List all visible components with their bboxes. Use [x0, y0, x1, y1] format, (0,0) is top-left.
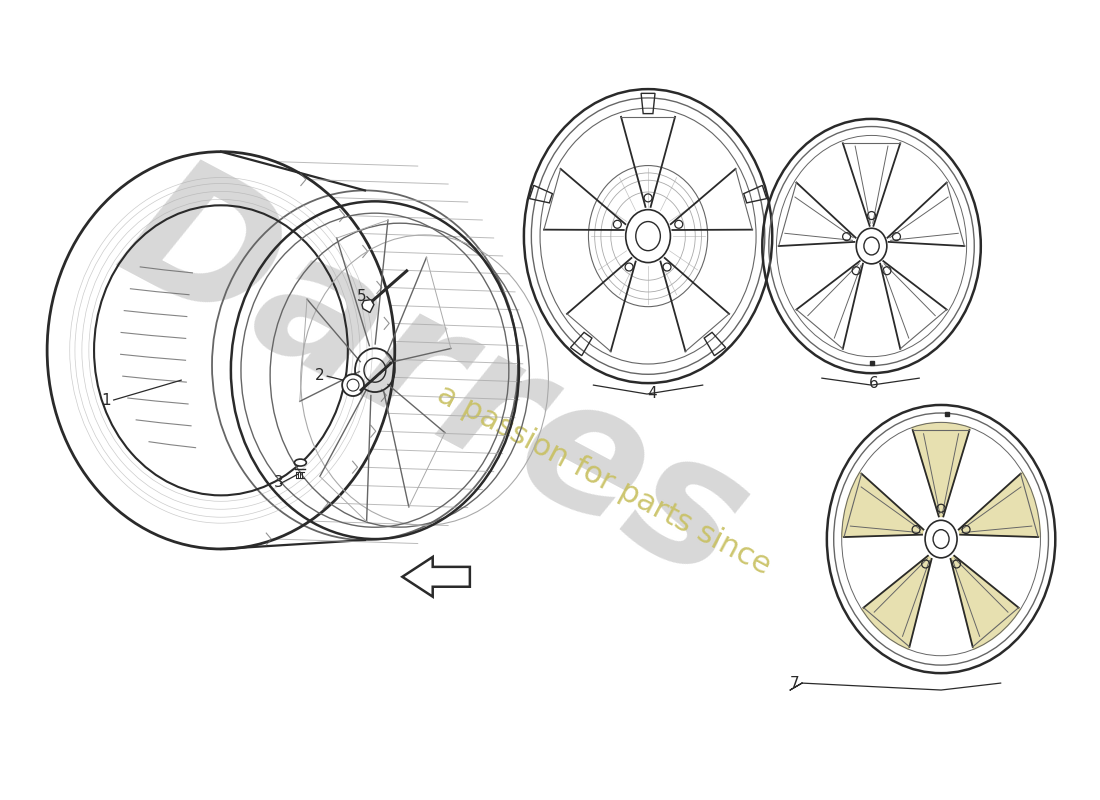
Text: 1: 1 — [102, 393, 111, 408]
Polygon shape — [362, 300, 374, 313]
Text: 3: 3 — [274, 475, 284, 490]
Text: Darres: Darres — [94, 143, 776, 618]
Text: 7: 7 — [790, 676, 800, 691]
Text: a passion for parts since: a passion for parts since — [431, 379, 776, 580]
Polygon shape — [959, 472, 1041, 537]
Ellipse shape — [295, 459, 307, 466]
Polygon shape — [950, 556, 1021, 650]
Polygon shape — [912, 422, 970, 517]
Text: 5: 5 — [358, 289, 366, 304]
Text: 4: 4 — [647, 386, 657, 401]
Polygon shape — [842, 472, 923, 537]
Text: 6: 6 — [869, 376, 878, 391]
Polygon shape — [861, 556, 932, 650]
Circle shape — [342, 374, 364, 396]
Text: 2: 2 — [316, 368, 324, 383]
